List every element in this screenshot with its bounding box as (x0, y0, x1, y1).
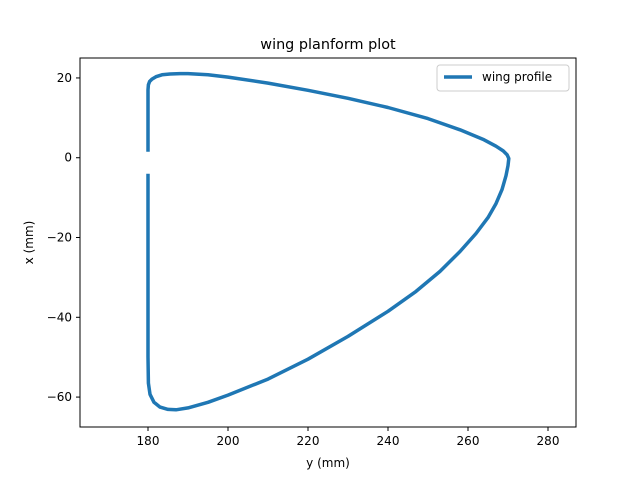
axes-frame (79, 57, 577, 428)
y-tick-label: −40 (47, 310, 72, 324)
y-tick-label: 20 (57, 71, 72, 85)
y-axis-ticks: 20 0 −20 −40 −60 (47, 71, 80, 404)
legend-box (436, 64, 570, 92)
x-axis-ticks: 180 200 220 240 260 280 (137, 427, 560, 448)
x-tick-label: 280 (537, 434, 560, 448)
y-tick-label: −60 (47, 390, 72, 404)
series-layer (146, 71, 511, 412)
plot-area (79, 57, 577, 428)
y-axis-label: x (mm) (22, 221, 36, 265)
series-line-wing-profile (146, 71, 511, 412)
y-tick-label: 0 (64, 151, 72, 165)
legend: wing profile (436, 64, 570, 92)
x-tick-label: 200 (217, 434, 240, 448)
x-tick-label: 260 (457, 434, 480, 448)
x-tick-label: 240 (377, 434, 400, 448)
x-tick-label: 180 (137, 434, 160, 448)
x-axis-label: y (mm) (306, 456, 350, 470)
chart-title: wing planform plot (260, 37, 396, 53)
y-tick-label: −20 (47, 231, 72, 245)
x-tick-label: 220 (297, 434, 320, 448)
legend-label-wing-profile: wing profile (482, 70, 552, 84)
